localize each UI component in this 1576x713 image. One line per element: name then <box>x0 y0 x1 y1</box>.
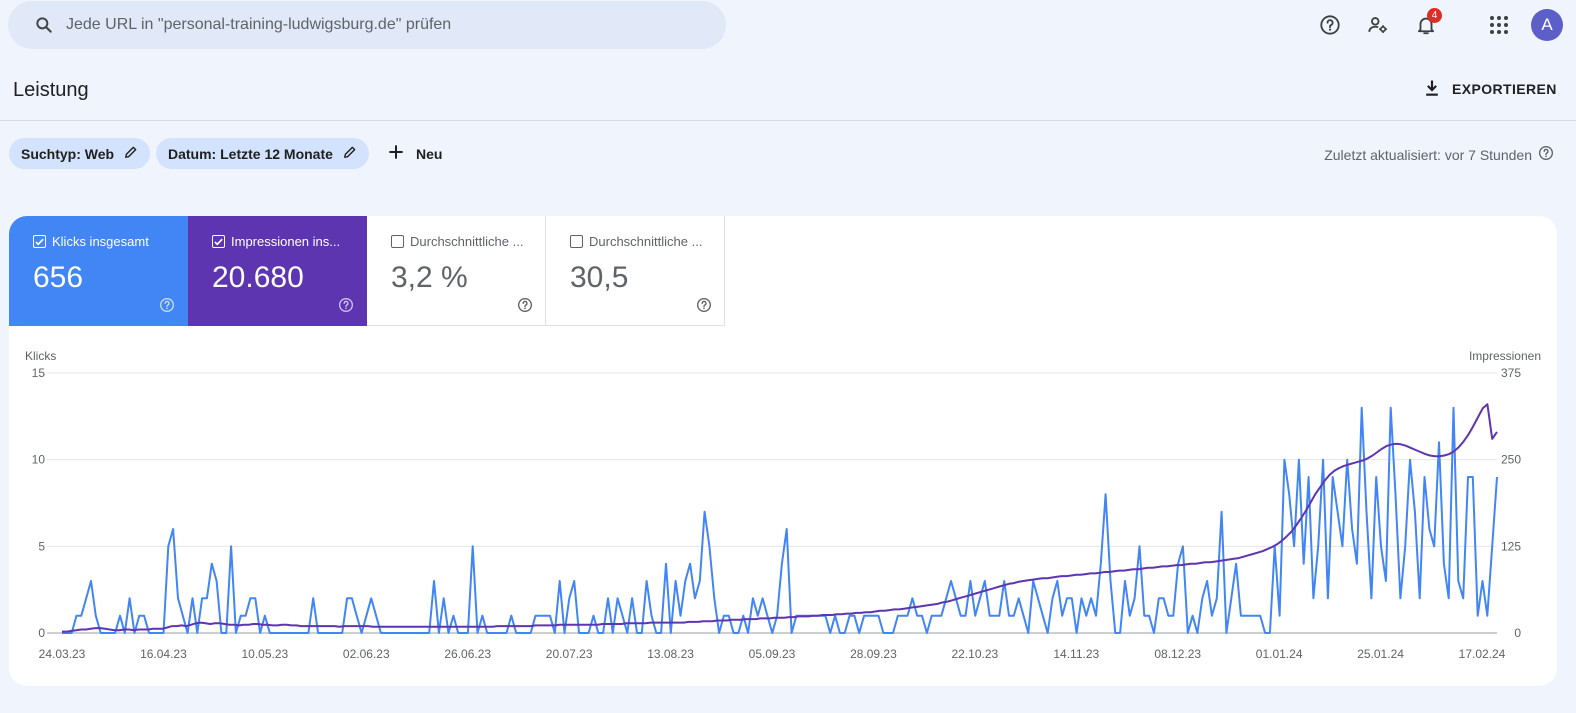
x-axis-tick-label: 28.09.23 <box>850 647 897 661</box>
left-axis-tick-label: 10 <box>32 453 46 467</box>
metric-label: Durchschnittliche ... <box>410 234 524 249</box>
x-axis-tick-label: 02.06.23 <box>343 647 390 661</box>
x-axis-tick-label: 01.01.24 <box>1256 647 1303 661</box>
notification-count-badge: 4 <box>1427 8 1442 23</box>
x-axis-tick-label: 10.05.23 <box>241 647 288 661</box>
left-axis-tick-label: 0 <box>38 626 45 640</box>
metric-value: 656 <box>33 261 84 294</box>
x-axis-tick-label: 05.09.23 <box>749 647 796 661</box>
plus-icon <box>386 142 406 165</box>
help-circle-icon[interactable] <box>159 297 175 318</box>
apps-grid-icon[interactable] <box>1482 8 1516 42</box>
edit-pencil-icon <box>124 145 138 162</box>
right-axis-tick-label: 0 <box>1514 626 1521 640</box>
page-title: Leistung <box>13 79 89 101</box>
metric-value: 30,5 <box>570 261 629 294</box>
date-filter-chip[interactable]: Datum: Letzte 12 Monate <box>156 138 369 169</box>
url-inspection-search[interactable] <box>8 1 726 49</box>
checkbox-checked-icon[interactable] <box>212 235 225 248</box>
impressions-series-line <box>62 403 1498 633</box>
checkbox-unchecked-icon[interactable] <box>570 235 583 248</box>
x-axis-tick-label: 26.06.23 <box>444 647 491 661</box>
search-icon <box>32 13 56 37</box>
performance-card: 0 5 10 15 0 125 250 375 Klicks Impressionen 24.03.… <box>9 216 1557 686</box>
export-button[interactable]: EXPORTIEREN <box>1422 76 1557 102</box>
checkbox-unchecked-icon[interactable] <box>391 235 404 248</box>
metric-total-impressions[interactable]: Impressionen ins... 20.680 <box>188 216 367 326</box>
metric-value: 3,2 % <box>391 261 468 294</box>
right-axis-tick-label: 375 <box>1501 366 1521 380</box>
new-filter-button[interactable]: Neu <box>386 138 442 169</box>
last-updated-text: Zuletzt aktualisiert: vor 7 Stunden <box>1324 146 1532 163</box>
user-settings-icon[interactable] <box>1361 8 1395 42</box>
x-axis-tick-label: 14.11.23 <box>1053 647 1099 661</box>
x-axis-tick-label: 17.02.24 <box>1459 647 1506 661</box>
help-icon[interactable] <box>1313 8 1347 42</box>
left-axis-tick-label: 15 <box>32 366 46 380</box>
notifications-bell-icon[interactable]: 4 <box>1409 8 1443 42</box>
search-input[interactable] <box>66 16 666 34</box>
search-type-filter-chip[interactable]: Suchtyp: Web <box>9 138 151 169</box>
performance-chart: 0 5 10 15 0 125 250 375 Klicks Impressionen 24.03.… <box>25 349 1541 661</box>
help-circle-icon[interactable] <box>696 297 712 318</box>
header-divider <box>0 120 1576 121</box>
help-circle-icon[interactable] <box>338 297 354 318</box>
x-axis-tick-label: 20.07.23 <box>546 647 593 661</box>
last-updated-info: Zuletzt aktualisiert: vor 7 Stunden <box>1324 145 1554 164</box>
left-axis-label: Klicks <box>25 349 56 363</box>
chip-label: Suchtyp: Web <box>21 145 115 162</box>
x-axis-tick-label: 13.08.23 <box>647 647 694 661</box>
export-label: EXPORTIEREN <box>1452 81 1557 97</box>
metric-average-position[interactable]: Durchschnittliche ... 30,5 <box>546 216 725 326</box>
metric-value: 20.680 <box>212 261 304 294</box>
edit-pencil-icon <box>343 145 357 162</box>
help-circle-icon[interactable] <box>517 297 533 318</box>
checkbox-checked-icon[interactable] <box>33 235 46 248</box>
right-axis-tick-label: 125 <box>1501 539 1521 553</box>
metric-average-ctr[interactable]: Durchschnittliche ... 3,2 % <box>367 216 546 326</box>
metric-label: Klicks insgesamt <box>52 234 149 249</box>
clicks-series-line <box>62 406 1498 634</box>
metric-label: Durchschnittliche ... <box>589 234 703 249</box>
download-icon <box>1422 78 1442 101</box>
chip-label: Datum: Letzte 12 Monate <box>168 145 333 162</box>
x-axis-tick-label: 24.03.23 <box>39 647 86 661</box>
x-axis-tick-label: 22.10.23 <box>951 647 998 661</box>
account-avatar[interactable]: A <box>1531 9 1563 41</box>
metric-label: Impressionen ins... <box>231 234 341 249</box>
x-axis-tick-label: 16.04.23 <box>140 647 187 661</box>
x-axis-tick-label: 08.12.23 <box>1154 647 1201 661</box>
right-axis-tick-label: 250 <box>1501 453 1521 467</box>
left-axis-tick-label: 5 <box>38 539 45 553</box>
right-axis-label: Impressionen <box>1469 349 1541 363</box>
new-filter-label: Neu <box>416 145 443 162</box>
x-axis-tick-label: 25.01.24 <box>1357 647 1404 661</box>
help-circle-icon[interactable] <box>1538 145 1554 164</box>
metric-total-clicks[interactable]: Klicks insgesamt 656 <box>9 216 188 326</box>
